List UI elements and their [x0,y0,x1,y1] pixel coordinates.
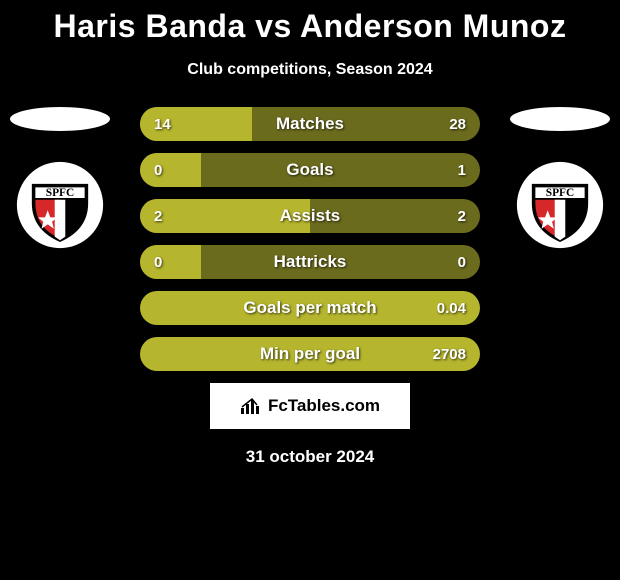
stat-value-right: 1 [458,153,466,187]
stat-row: 0 Goals 1 [140,153,480,187]
shield-text: SPFC [546,187,575,199]
stat-label: Hattricks [140,245,480,279]
stat-value-right: 28 [449,107,466,141]
stat-row: 14 Matches 28 [140,107,480,141]
watermark-text: FcTables.com [268,396,380,416]
shield-text: SPFC [46,187,75,199]
stat-bars: 14 Matches 28 0 Goals 1 2 Assists 2 0 Ha… [140,107,480,371]
stat-row: Goals per match 0.04 [140,291,480,325]
stat-label: Goals [140,153,480,187]
spfc-shield-icon: SPFC [516,161,604,249]
stat-value-right: 2708 [433,337,466,371]
comparison-date: 31 october 2024 [10,447,610,467]
comparison-content: SPFC SPFC 14 Matches 28 [0,107,620,467]
club-shield-right: SPFC [516,161,604,249]
stat-label: Goals per match [140,291,480,325]
stat-row: 0 Hattricks 0 [140,245,480,279]
stat-row: Min per goal 2708 [140,337,480,371]
stat-value-right: 0 [458,245,466,279]
player-placeholder-right [510,107,610,131]
comparison-title: Haris Banda vs Anderson Munoz [0,0,620,45]
stat-label: Assists [140,199,480,233]
chart-icon [240,397,262,415]
spfc-shield-icon: SPFC [16,161,104,249]
club-shield-left: SPFC [16,161,104,249]
watermark: FcTables.com [210,383,410,429]
stat-value-right: 0.04 [437,291,466,325]
comparison-subtitle: Club competitions, Season 2024 [0,61,620,79]
player-placeholder-left [10,107,110,131]
stat-value-right: 2 [458,199,466,233]
stat-row: 2 Assists 2 [140,199,480,233]
stat-label: Min per goal [140,337,480,371]
stat-label: Matches [140,107,480,141]
